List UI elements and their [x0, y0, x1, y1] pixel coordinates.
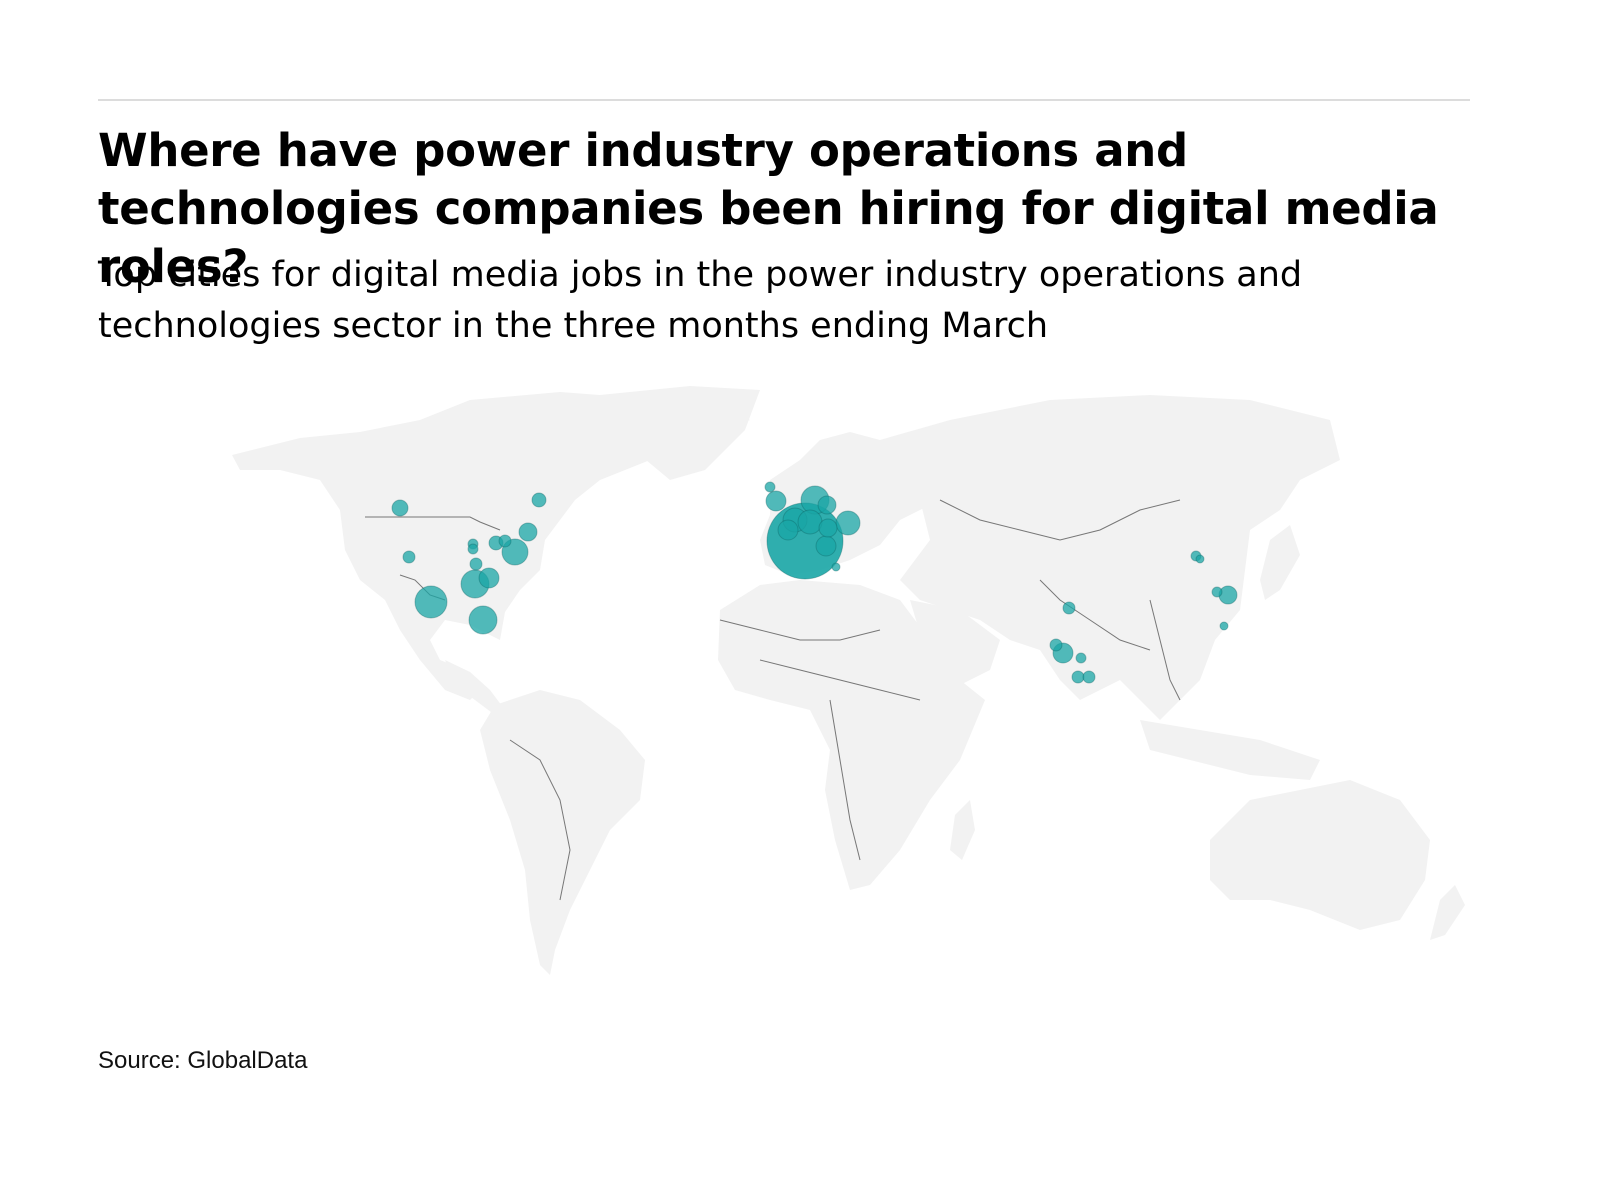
- borders: [365, 499, 1181, 901]
- city-bubble: [498, 534, 512, 548]
- africa-shape: [718, 580, 985, 890]
- city-bubble: [818, 518, 838, 538]
- city-bubble: [468, 605, 498, 635]
- city-bubble: [402, 550, 416, 564]
- city-bubble: [777, 519, 799, 541]
- madagascar-shape: [950, 800, 975, 860]
- south-america-shape: [480, 690, 645, 975]
- city-bubble: [831, 562, 841, 572]
- chart-subtitle: Top cities for digital media jobs in the…: [98, 255, 1303, 346]
- land-masses: [232, 386, 1465, 975]
- city-bubble: [478, 567, 500, 589]
- city-bubbles: [391, 481, 1238, 684]
- city-bubble: [531, 492, 547, 508]
- city-bubble: [391, 499, 409, 517]
- greenland-shape: [600, 386, 760, 480]
- world-bubble-map: [232, 386, 1465, 975]
- asia-shape: [880, 395, 1340, 720]
- city-bubble: [1219, 621, 1229, 631]
- city-bubble: [815, 535, 837, 557]
- japan-shape: [1260, 525, 1300, 600]
- city-bubble: [764, 481, 776, 493]
- city-bubble: [1049, 638, 1063, 652]
- city-bubble: [1075, 652, 1087, 664]
- city-bubble: [414, 585, 448, 619]
- city-bubble: [1195, 554, 1205, 564]
- city-bubble: [469, 557, 483, 571]
- city-bubble: [1211, 586, 1223, 598]
- arabia-shape: [910, 600, 1000, 690]
- city-bubble: [1062, 601, 1076, 615]
- city-bubble: [1218, 585, 1238, 605]
- city-bubble: [1082, 670, 1096, 684]
- city-bubble: [467, 543, 479, 555]
- chart-title: Where have power industry operations and…: [98, 124, 1439, 293]
- top-divider: [98, 99, 1470, 101]
- central-america-shape: [445, 660, 505, 715]
- city-bubble: [835, 510, 861, 536]
- city-bubble: [1071, 670, 1085, 684]
- city-bubble: [518, 522, 538, 542]
- source-note: Source: GlobalData: [98, 1047, 308, 1074]
- city-bubble: [817, 495, 837, 515]
- new-zealand-shape: [1430, 885, 1465, 940]
- australia-shape: [1210, 780, 1430, 930]
- city-bubble: [797, 509, 823, 535]
- city-bubble: [765, 490, 787, 512]
- southeast-asia-shape: [1140, 720, 1320, 780]
